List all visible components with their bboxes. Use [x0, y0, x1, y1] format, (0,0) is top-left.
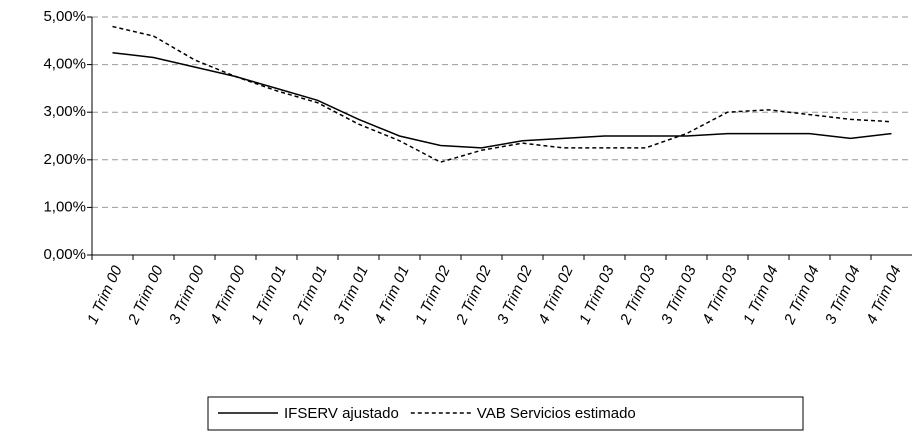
- x-tick-label: 1 Trim 00: [84, 263, 126, 327]
- x-tick-label: 1 Trim 01: [248, 263, 290, 327]
- x-tick-label: 2 Trim 00: [125, 263, 167, 328]
- y-tick-label: 2,00%: [43, 151, 86, 168]
- y-tick-label: 3,00%: [43, 103, 86, 120]
- x-tick-label: 1 Trim 03: [576, 263, 618, 327]
- x-tick-label: 4 Trim 02: [535, 263, 577, 327]
- x-tick-label: 3 Trim 03: [658, 263, 700, 327]
- x-tick-label: 4 Trim 03: [699, 263, 741, 327]
- x-tick-label: 3 Trim 02: [494, 263, 536, 327]
- legend-box: [207, 396, 804, 431]
- x-tick-label: 2 Trim 04: [781, 263, 823, 327]
- x-tick-label: 1 Trim 02: [412, 263, 454, 327]
- x-tick-label: 4 Trim 01: [371, 263, 413, 327]
- x-tick-label: 4 Trim 04: [863, 263, 905, 327]
- y-tick-label: 5,00%: [43, 8, 86, 25]
- x-tick-label: 2 Trim 01: [289, 263, 331, 327]
- x-tick-label: 3 Trim 00: [166, 263, 208, 327]
- x-tick-label: 3 Trim 01: [330, 263, 372, 327]
- x-tick-label: 4 Trim 00: [207, 263, 249, 327]
- x-tick-label: 3 Trim 04: [822, 263, 864, 327]
- series-line: [112, 51, 892, 149]
- legend: IFSERV ajustado VAB Servicios estimado: [207, 396, 804, 431]
- y-tick-label: 1,00%: [43, 198, 86, 215]
- x-tick-label: 1 Trim 04: [740, 263, 782, 327]
- y-tick-label: 4,00%: [43, 56, 86, 73]
- y-tick-label: 0,00%: [43, 246, 86, 263]
- legend-label: VAB Servicios estimado: [477, 405, 636, 422]
- x-tick-label: 2 Trim 02: [453, 263, 495, 328]
- x-tick-label: 2 Trim 03: [617, 263, 659, 328]
- series-line: [112, 25, 892, 163]
- legend-label: IFSERV ajustado: [284, 405, 399, 422]
